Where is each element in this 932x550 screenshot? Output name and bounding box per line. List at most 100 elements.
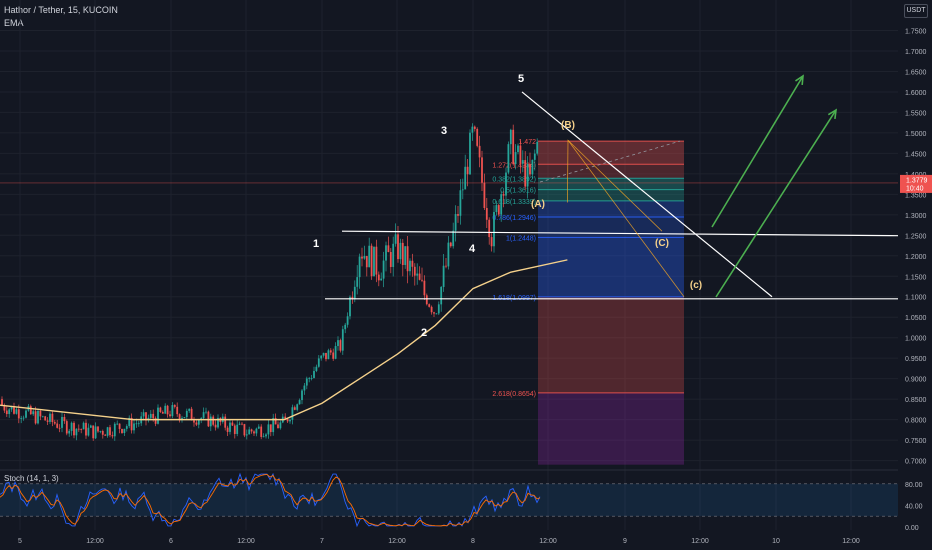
stoch-tick-label: 40.00 bbox=[905, 503, 923, 510]
candle-body bbox=[253, 431, 255, 434]
candle-body bbox=[334, 346, 337, 359]
candle-body bbox=[13, 406, 15, 414]
candle-body bbox=[169, 414, 171, 417]
candle-body bbox=[269, 424, 272, 433]
candle-body bbox=[123, 428, 126, 433]
candle-body bbox=[320, 355, 323, 359]
candle-body bbox=[5, 410, 8, 415]
candle-body bbox=[116, 423, 119, 425]
candle-body bbox=[49, 413, 51, 422]
candle-body bbox=[293, 407, 296, 410]
ema-indicator-label[interactable]: EMA bbox=[4, 18, 24, 28]
candle-body bbox=[392, 243, 395, 267]
wave-label: 2 bbox=[421, 327, 427, 339]
candle-body bbox=[531, 159, 534, 175]
candle-body bbox=[274, 418, 277, 425]
candle-body bbox=[495, 205, 498, 213]
candle-body bbox=[164, 405, 167, 414]
candle-body bbox=[70, 422, 73, 431]
candle-body bbox=[500, 194, 503, 215]
candle-body bbox=[301, 390, 303, 401]
price-tick-label: 1.6000 bbox=[905, 90, 927, 97]
candle-body bbox=[15, 409, 18, 414]
candle-body bbox=[337, 340, 339, 347]
stoch-k-line bbox=[0, 472, 541, 528]
candle-body bbox=[190, 408, 193, 421]
candle-body bbox=[113, 423, 116, 437]
candle-body bbox=[245, 434, 248, 436]
candle-body bbox=[130, 417, 133, 431]
candle-body bbox=[56, 423, 59, 428]
candle-body bbox=[29, 406, 32, 415]
candle-body bbox=[85, 422, 87, 436]
price-tick-label: 1.7000 bbox=[905, 49, 927, 56]
candle-body bbox=[233, 425, 236, 434]
candle-body bbox=[440, 286, 443, 305]
candle-body bbox=[437, 304, 440, 314]
fib-zone bbox=[538, 200, 684, 218]
candle-body bbox=[250, 429, 253, 432]
candle-body bbox=[157, 407, 159, 424]
projection-dashed bbox=[539, 140, 681, 183]
candle-body bbox=[409, 260, 411, 272]
candle-body bbox=[104, 434, 107, 436]
candle-body bbox=[183, 417, 186, 418]
candle-body bbox=[521, 160, 524, 164]
stoch-label[interactable]: Stoch (14, 1, 3) bbox=[4, 474, 59, 483]
time-tick-label: 12:00 bbox=[86, 538, 104, 545]
candle-body bbox=[214, 424, 217, 428]
candle-body bbox=[442, 265, 445, 287]
candle-body bbox=[173, 405, 176, 407]
fib-level-label: 2.618(0.8654) bbox=[492, 391, 536, 398]
candle-body bbox=[272, 418, 275, 433]
candle-body bbox=[255, 428, 258, 434]
candle-body bbox=[3, 405, 6, 411]
price-tick-label: 0.9000 bbox=[905, 377, 927, 384]
candle-body bbox=[265, 434, 267, 437]
candle-body bbox=[20, 418, 23, 419]
candle-body bbox=[197, 420, 200, 425]
candle-body bbox=[133, 423, 135, 431]
candle-body bbox=[61, 416, 63, 428]
candle-body bbox=[226, 427, 229, 432]
candle-body bbox=[188, 408, 191, 411]
candle-body bbox=[118, 423, 121, 429]
stoch-d-line bbox=[0, 473, 541, 527]
candle-body bbox=[267, 424, 270, 435]
candle-body bbox=[476, 128, 479, 146]
candle-body bbox=[51, 413, 54, 423]
wave-label: 5 bbox=[518, 73, 524, 85]
candle-body bbox=[344, 324, 347, 330]
candle-body bbox=[399, 242, 402, 260]
candle-body bbox=[466, 166, 469, 175]
wave-label: (B) bbox=[561, 120, 575, 131]
candle-body bbox=[152, 413, 155, 419]
price-tick-label: 1.1000 bbox=[905, 295, 927, 302]
candle-body bbox=[377, 274, 380, 281]
price-tick-label: 0.7000 bbox=[905, 459, 927, 466]
candle-body bbox=[296, 404, 299, 410]
ema-line bbox=[0, 259, 568, 421]
candle-body bbox=[106, 427, 109, 436]
candle-body bbox=[406, 246, 409, 272]
candle-body bbox=[469, 132, 471, 175]
price-tick-label: 1.7500 bbox=[905, 29, 927, 36]
candle-body bbox=[22, 417, 25, 419]
price-tick-label: 1.0500 bbox=[905, 315, 927, 322]
candle-body bbox=[89, 425, 92, 428]
candle-body bbox=[418, 273, 421, 280]
candle-body bbox=[101, 431, 104, 435]
price-tick-label: 1.5500 bbox=[905, 110, 927, 117]
candle-body bbox=[286, 418, 289, 422]
time-tick-label: 12:00 bbox=[388, 538, 406, 545]
stoch-tick-label: 80.00 bbox=[905, 482, 923, 489]
fib-level-label: 1.472 bbox=[518, 139, 536, 146]
currency-badge[interactable]: USDT bbox=[904, 4, 928, 18]
candle-body bbox=[358, 256, 361, 278]
candle-body bbox=[53, 422, 56, 424]
candle-body bbox=[457, 214, 459, 216]
candle-body bbox=[454, 214, 457, 231]
candle-body bbox=[356, 277, 359, 287]
candle-body bbox=[464, 166, 467, 190]
